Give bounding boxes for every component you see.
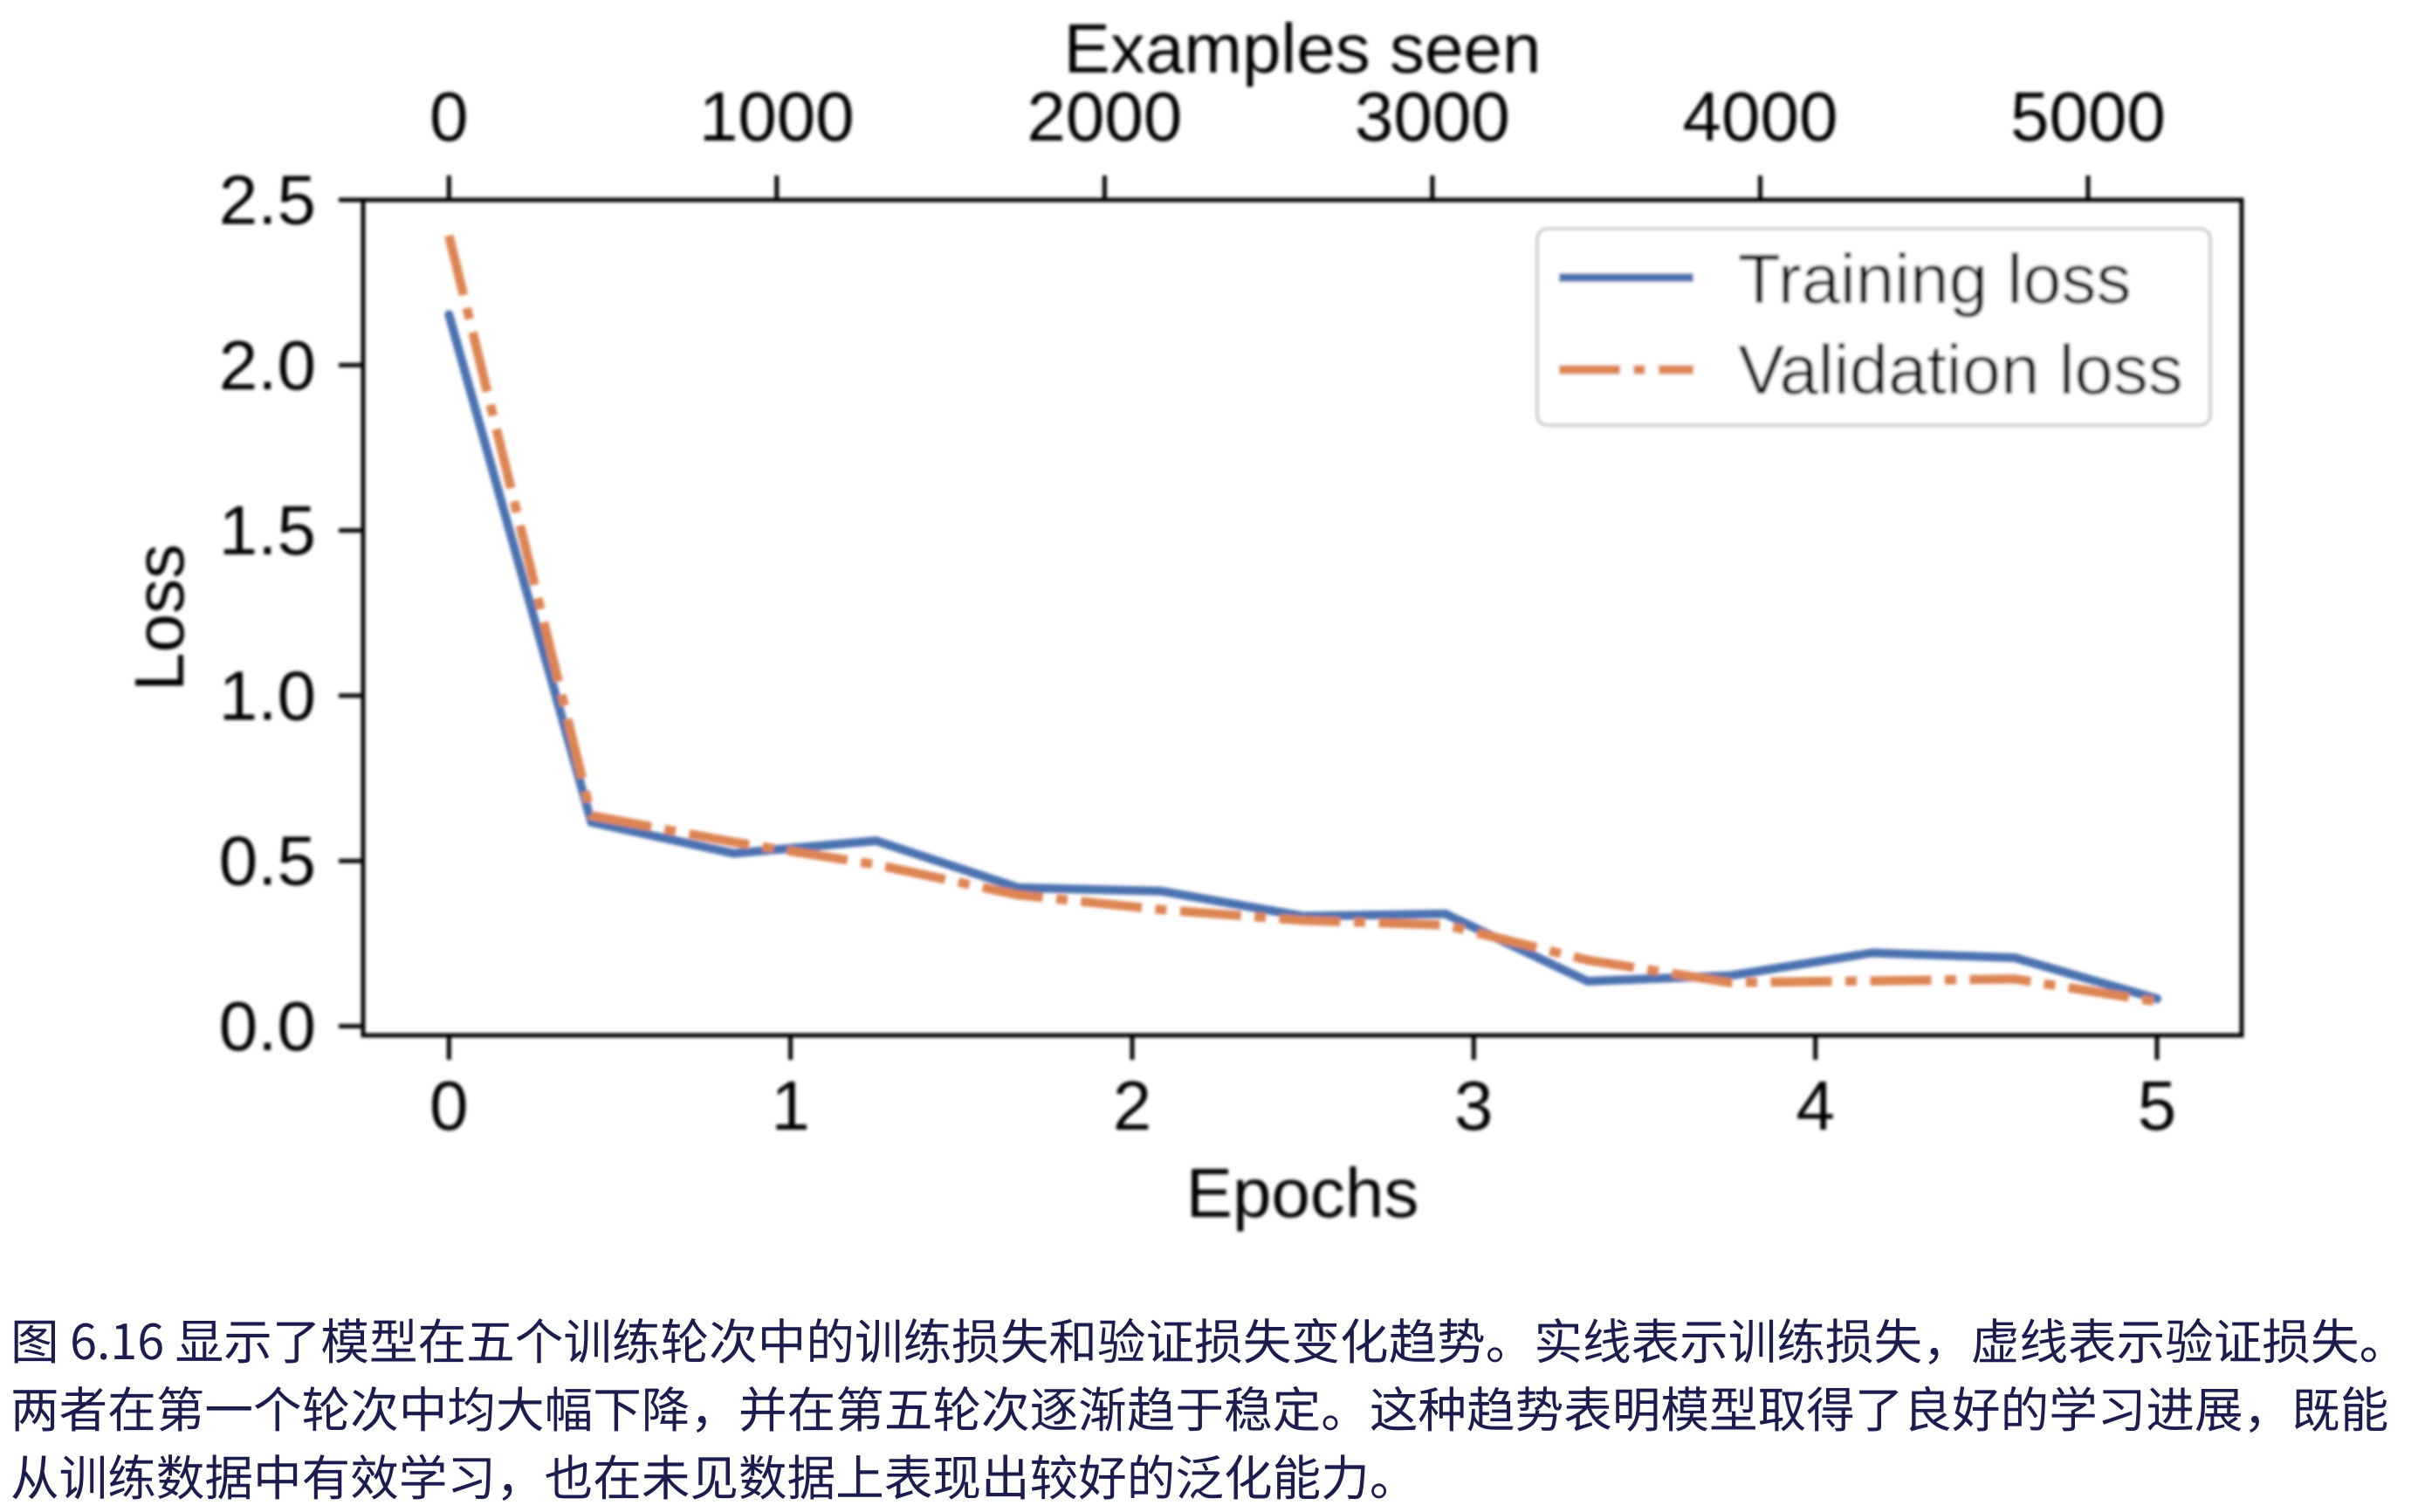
svg-text:Epochs: Epochs bbox=[1186, 1154, 1419, 1232]
svg-text:0: 0 bbox=[429, 1067, 469, 1144]
svg-text:1.5: 1.5 bbox=[219, 491, 316, 569]
svg-text:5: 5 bbox=[2138, 1067, 2177, 1144]
svg-text:Examples seen: Examples seen bbox=[1064, 10, 1542, 87]
svg-text:Validation loss: Validation loss bbox=[1738, 331, 2183, 409]
svg-text:2: 2 bbox=[1113, 1067, 1152, 1144]
svg-text:2.0: 2.0 bbox=[219, 326, 316, 404]
svg-text:2.5: 2.5 bbox=[219, 162, 316, 239]
svg-text:4: 4 bbox=[1796, 1067, 1835, 1144]
svg-text:2000: 2000 bbox=[1027, 78, 1182, 155]
svg-text:0: 0 bbox=[429, 78, 469, 155]
svg-text:4000: 4000 bbox=[1683, 78, 1838, 155]
svg-text:0.0: 0.0 bbox=[219, 987, 316, 1065]
svg-text:5000: 5000 bbox=[2010, 78, 2166, 155]
svg-text:Loss: Loss bbox=[120, 544, 198, 691]
svg-text:1000: 1000 bbox=[699, 78, 855, 155]
svg-text:0.5: 0.5 bbox=[219, 822, 316, 900]
svg-text:1: 1 bbox=[771, 1067, 810, 1144]
svg-text:3000: 3000 bbox=[1355, 78, 1510, 155]
svg-text:Training loss: Training loss bbox=[1738, 240, 2132, 318]
svg-text:1.0: 1.0 bbox=[219, 656, 316, 734]
svg-text:3: 3 bbox=[1454, 1067, 1494, 1144]
